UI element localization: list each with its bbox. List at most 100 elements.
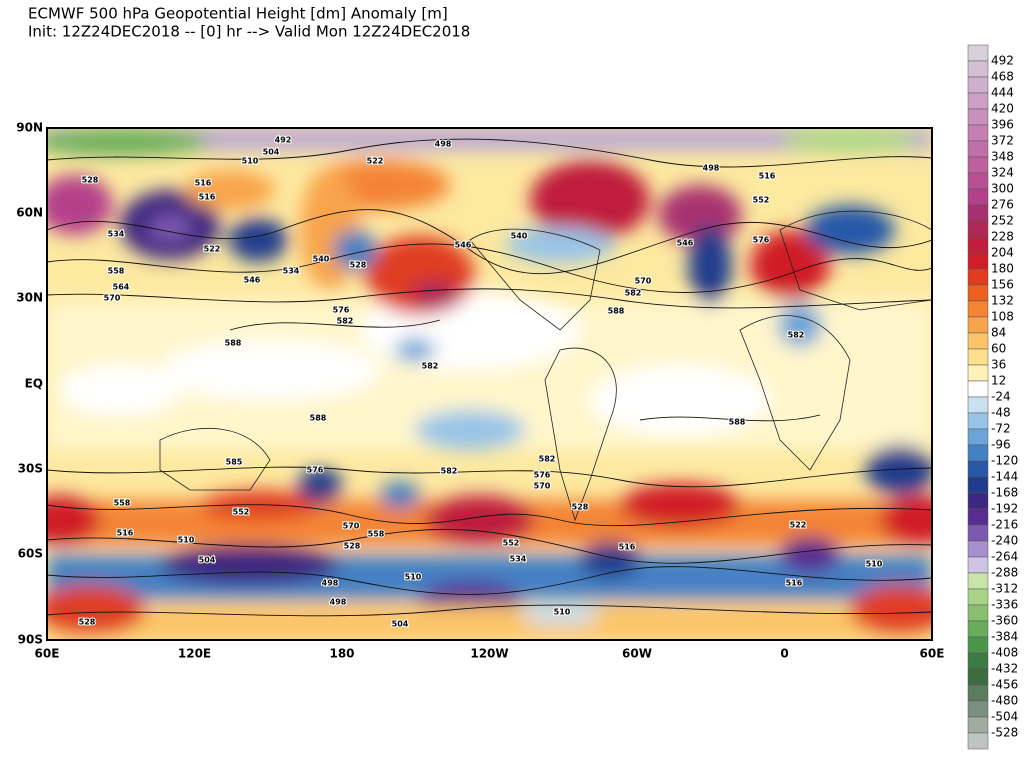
colorbar-label: -48 <box>991 406 1011 420</box>
colorbar-swatch <box>967 108 989 126</box>
contour-label: 498 <box>435 140 452 149</box>
colorbar-label: -528 <box>991 726 1018 740</box>
colorbar-label: 492 <box>991 54 1014 68</box>
contour-label: 522 <box>367 157 384 166</box>
colorbar-swatch <box>967 636 989 654</box>
colorbar-swatch <box>967 716 989 734</box>
contour-label: 510 <box>866 560 883 569</box>
colorbar-label: -504 <box>991 710 1018 724</box>
colorbar-label: -384 <box>991 630 1018 644</box>
colorbar-swatch <box>967 572 989 590</box>
colorbar-swatch <box>967 508 989 526</box>
colorbar-swatch <box>967 188 989 206</box>
contour-label: 576 <box>753 236 770 245</box>
lon-label: 60E <box>35 647 60 661</box>
colorbar-swatch <box>967 428 989 446</box>
colorbar-label: -216 <box>991 518 1018 532</box>
contour-label: 510 <box>405 573 422 582</box>
colorbar-label: 156 <box>991 278 1014 292</box>
colorbar-label: 396 <box>991 118 1014 132</box>
contour-label: 510 <box>554 608 571 617</box>
coastlines <box>159 210 932 522</box>
colorbar-label: -312 <box>991 582 1018 596</box>
contour-label: 534 <box>283 267 300 276</box>
colorbar-swatch <box>967 668 989 686</box>
colorbar-swatch <box>967 684 989 702</box>
contour-label: 516 <box>117 529 134 538</box>
colorbar-label: -192 <box>991 502 1018 516</box>
lon-label: 120W <box>470 647 508 661</box>
colorbar-swatch <box>967 140 989 158</box>
contour-label: 552 <box>503 539 520 548</box>
contour-label: 498 <box>322 579 339 588</box>
colorbar-swatch <box>967 44 989 62</box>
colorbar-label: 276 <box>991 198 1014 212</box>
colorbar-swatch <box>967 364 989 382</box>
map-frame <box>46 127 933 641</box>
contour-label: 570 <box>635 277 652 286</box>
colorbar-label: -96 <box>991 438 1011 452</box>
colorbar-swatch <box>967 604 989 622</box>
title: ECMWF 500 hPa Geopotential Height [dm] A… <box>28 5 448 23</box>
colorbar-label: 108 <box>991 310 1014 324</box>
colorbar-swatch <box>967 732 989 750</box>
contour-label: 582 <box>788 331 805 340</box>
contour-label: 522 <box>204 245 221 254</box>
colorbar-swatch <box>967 252 989 270</box>
contour-label: 588 <box>225 339 242 348</box>
contour-label: 534 <box>108 230 125 239</box>
colorbar-swatch <box>967 236 989 254</box>
contour-label: 576 <box>307 466 324 475</box>
lon-label: 180 <box>329 647 354 661</box>
colorbar-label: 348 <box>991 150 1014 164</box>
colorbar-label: -168 <box>991 486 1018 500</box>
colorbar-label: -120 <box>991 454 1018 468</box>
lat-label: 30S <box>18 462 43 476</box>
contour-label: 528 <box>82 176 99 185</box>
colorbar-swatch <box>967 284 989 302</box>
contour-label: 504 <box>199 556 216 565</box>
contour-label: 546 <box>244 276 261 285</box>
colorbar-swatch <box>967 204 989 222</box>
contour-label: 528 <box>350 261 367 270</box>
contour-label: 516 <box>759 172 776 181</box>
lat-label: EQ <box>25 377 43 391</box>
colorbar-label: 468 <box>991 70 1014 84</box>
colorbar-label: -456 <box>991 678 1018 692</box>
colorbar-swatch <box>967 652 989 670</box>
colorbar-label: 324 <box>991 166 1014 180</box>
contour-label: 552 <box>753 196 770 205</box>
lat-label: 60N <box>16 206 43 220</box>
colorbar-swatch <box>967 316 989 334</box>
contour-label: 588 <box>608 307 625 316</box>
contour-label: 534 <box>510 555 527 564</box>
colorbar-label: 84 <box>991 326 1006 340</box>
contour-label: 504 <box>392 620 409 629</box>
colorbar-label: 132 <box>991 294 1014 308</box>
contour-label: 582 <box>625 289 642 298</box>
contour-label: 582 <box>337 317 354 326</box>
contour-label: 516 <box>199 193 216 202</box>
colorbar-label: 180 <box>991 262 1014 276</box>
colorbar-swatch <box>967 60 989 78</box>
colorbar-label: 36 <box>991 358 1006 372</box>
lon-label: 60W <box>622 647 652 661</box>
colorbar-swatch <box>967 92 989 110</box>
contour-label: 522 <box>790 521 807 530</box>
colorbar-swatch <box>967 556 989 574</box>
lon-label: 0 <box>780 647 788 661</box>
colorbar-swatch <box>967 300 989 318</box>
colorbar-label: 420 <box>991 102 1014 116</box>
contour-label: 510 <box>178 536 195 545</box>
contour-label: 570 <box>343 522 360 531</box>
colorbar-label: 204 <box>991 246 1014 260</box>
colorbar-swatch <box>967 700 989 718</box>
colorbar-label: -336 <box>991 598 1018 612</box>
contour-label: 552 <box>233 508 250 517</box>
contour-label: 528 <box>344 542 361 551</box>
contour-label: 546 <box>455 241 472 250</box>
colorbar-label: 228 <box>991 230 1014 244</box>
contour-label: 546 <box>677 239 694 248</box>
